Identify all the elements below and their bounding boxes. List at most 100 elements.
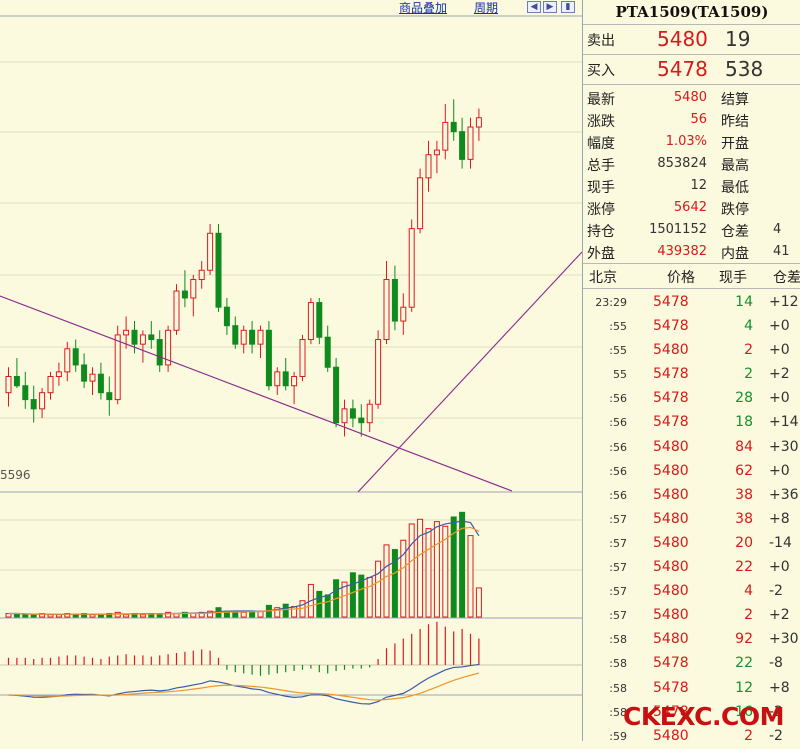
candle-body [475,117,482,128]
trade-price: 5480 [653,631,689,648]
trade-price: 5478 [653,414,689,431]
stat-label-2: 仓差 [721,224,749,240]
trade-time: :58 [609,633,627,647]
volume-bar [442,525,449,618]
trade-row[interactable]: :56 5480 62 +0 [583,460,800,484]
candle-body [89,373,96,382]
candle-body [215,232,222,308]
trade-row[interactable]: :56 5480 84 +30 [583,436,800,460]
trade-row[interactable]: :55 5480 2 +0 [583,339,800,363]
trade-oi-change: +0 [769,462,790,479]
trade-time: :58 [609,705,627,719]
volume-bar [417,518,424,618]
trade-row[interactable]: :58 5478 16 -2 [583,701,800,725]
trade-volume: 18 [735,414,753,431]
volume-bar [475,587,482,618]
candle-body [274,371,281,387]
volume-bar [114,611,121,618]
trade-price: 5480 [653,342,689,359]
volume-bar [207,610,214,618]
volume-bar [400,539,407,618]
trade-time: :56 [609,440,627,454]
trade-row[interactable]: 55 5478 2 +2 [583,363,800,387]
trade-volume: 38 [735,510,753,527]
candle-body [450,121,457,133]
trade-row[interactable]: :56 5480 38 +36 [583,484,800,508]
stat-label-2: 昨结 [721,114,749,130]
trade-time: :57 [609,512,627,526]
stat-value: 853824 [657,156,707,171]
quote-panel: PTA1509(TA1509) 卖出 5480 19 买入 5478 538 最… [582,0,800,744]
trade-time: :55 [609,320,627,334]
trade-volume: 4 [744,583,753,600]
candle-body [358,417,365,424]
trade-oi-change: +2 [769,366,790,383]
stat-label: 持仓 [587,224,615,240]
trade-row[interactable]: :55 5478 4 +0 [583,315,800,339]
period-link[interactable]: 周期 [474,1,499,15]
candle-body [97,373,104,394]
trade-row[interactable]: :57 5480 2 +2 [583,604,800,628]
trade-row[interactable]: :59 5480 2 -2 [583,725,800,749]
candle-body [232,325,239,345]
scroll-left-icon[interactable]: ◀ [527,1,541,13]
trade-row[interactable]: :58 5478 12 +8 [583,677,800,701]
stat-label: 涨停 [587,202,615,218]
trade-oi-change: -2 [769,703,783,720]
trade-time: :55 [609,344,627,358]
candle-body [47,376,54,394]
stat-label: 外盘 [587,246,615,262]
ask-row: 卖出 5480 19 [583,25,800,55]
trade-row[interactable]: :58 5480 92 +30 [583,628,800,652]
overlay-commodity-link[interactable]: 商品叠加 [399,1,448,15]
kline-chart-area[interactable]: 商品叠加 周期 ◀ ▶ ▮ 5596 [0,0,582,741]
volume-bar [123,614,130,618]
trade-time: :56 [609,416,627,430]
candle-body [207,232,214,271]
scroll-right-icon[interactable]: ▶ [543,1,557,13]
stat-row: 涨跌 56 昨结 [583,109,800,131]
trade-row[interactable]: :57 5480 4 -2 [583,580,800,604]
candle-body [324,336,331,368]
contract-title: PTA1509(TA1509) [583,0,800,25]
candle-body [282,371,289,387]
trade-oi-change: +12 [769,294,799,310]
volume-bar [459,511,466,618]
trade-volume: 84 [735,438,753,455]
trade-row[interactable]: :57 5480 20 -14 [583,532,800,556]
chart-canvas [0,15,582,705]
trade-price: 5478 [653,390,689,407]
volume-header: 现手 [719,270,747,286]
volume-bar [232,611,239,618]
stat-row: 总手 853824 最高 [583,153,800,175]
trade-oi-change: -2 [769,583,783,600]
trade-price: 5478 [653,655,689,672]
candle-body [22,385,29,401]
trades-list[interactable]: 23:29 5478 14 +12:55 5478 4 +0:55 5480 2 +0 55 5478… [583,289,800,749]
trade-oi-change: +36 [769,486,799,503]
trade-volume: 22 [735,559,753,576]
trade-row[interactable]: :57 5480 38 +8 [583,508,800,532]
scroll-end-icon[interactable]: ▮ [561,1,575,13]
candle-body [173,290,180,331]
candle-body [433,149,440,156]
trade-row[interactable]: :57 5480 22 +0 [583,556,800,580]
trade-row[interactable]: :56 5478 18 +14 [583,411,800,435]
trade-time: :57 [609,585,627,599]
candle-body [333,366,340,424]
trade-volume: 20 [735,534,753,551]
macd-dif-line [8,663,479,705]
trade-price: 5478 [653,318,689,335]
trade-price: 5480 [653,727,689,744]
candle-body [240,329,247,345]
stat-row: 持仓 1501152 仓差 4 [583,219,800,241]
trade-row[interactable]: :56 5478 28 +0 [583,387,800,411]
trade-row[interactable]: :58 5478 22 -8 [583,652,800,676]
candle-body [123,329,130,336]
trade-volume: 4 [744,318,753,335]
stat-label: 涨跌 [587,114,615,130]
trade-volume: 38 [735,486,753,503]
trade-row[interactable]: 23:29 5478 14 +12 [583,291,800,315]
trade-time: :59 [609,729,627,743]
macd-dea-line [8,672,480,701]
